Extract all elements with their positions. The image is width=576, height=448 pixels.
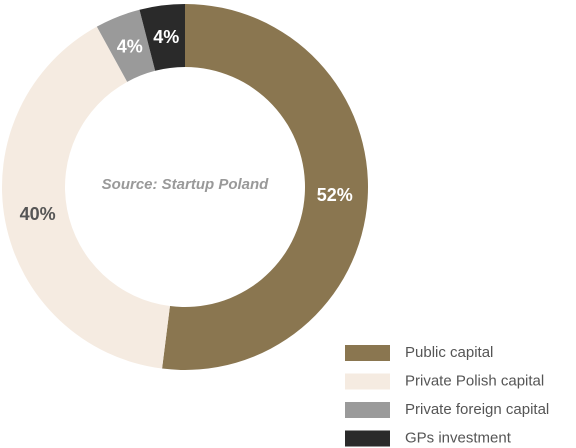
slice bbox=[96, 9, 156, 82]
legend-swatch bbox=[345, 345, 390, 361]
value-label: 52% bbox=[317, 185, 353, 205]
annotation: Source: Startup Poland bbox=[102, 176, 270, 193]
legend-label: GPs investment bbox=[405, 429, 512, 446]
legend-label: Public capital bbox=[405, 344, 493, 361]
slice bbox=[2, 26, 170, 369]
slice bbox=[162, 4, 369, 370]
value-label: 4% bbox=[153, 27, 179, 47]
legend-swatch bbox=[345, 402, 390, 418]
slice bbox=[139, 3, 185, 71]
legend-label: Private Polish capital bbox=[405, 372, 544, 389]
value-label: 40% bbox=[20, 204, 56, 224]
legend-swatch bbox=[345, 373, 390, 390]
legend-swatch bbox=[345, 430, 390, 447]
value-label: 4% bbox=[117, 36, 143, 56]
legend-label: Private foreign capital bbox=[405, 401, 549, 418]
